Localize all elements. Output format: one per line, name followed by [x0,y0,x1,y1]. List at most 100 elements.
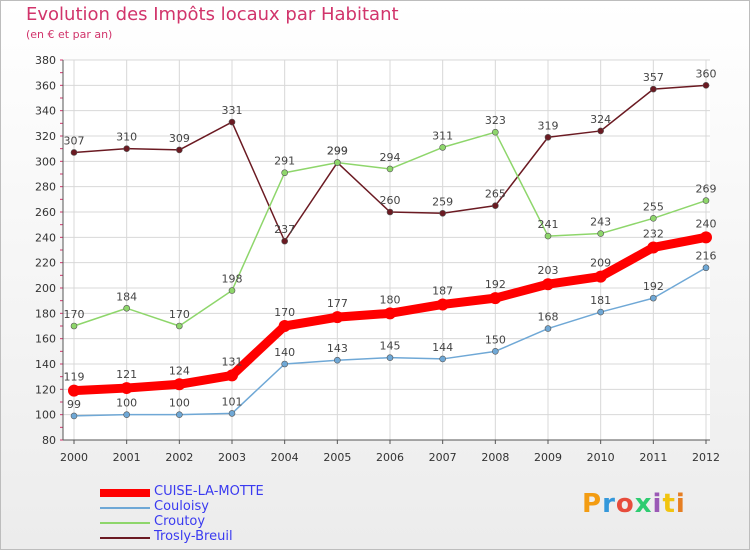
data-point [597,230,604,237]
data-point [386,208,394,216]
data-point [700,231,712,244]
data-label: 192 [485,278,506,291]
chart-data-labels: 307 310 309 331 237 299 260 259 265 319 324 357 360 1… [64,67,717,411]
x-tick-label: 2009 [534,451,562,464]
logo-letter: x [634,489,653,519]
data-point [278,320,291,332]
y-tick-label: 380 [35,54,56,67]
data-label: 124 [169,364,190,377]
data-label: 240 [696,217,717,230]
data-point [173,378,186,391]
data-point [68,384,80,397]
data-label: 170 [169,308,190,321]
data-point [334,356,341,364]
data-label: 357 [643,71,664,84]
data-label: 184 [116,290,137,303]
data-label: 291 [274,155,295,168]
data-label: 259 [432,195,453,208]
chart-axes: 80 100 120 140 160 180 200 220 240 260 280 300 320 34… [35,54,720,464]
data-label: 192 [643,280,664,293]
data-point [70,412,78,420]
chart-grid [63,59,710,441]
data-point [334,159,341,166]
data-label: 311 [432,129,453,142]
data-point [281,237,288,245]
x-tick-label: 2000 [60,451,88,464]
logo-letter: P [582,489,603,519]
y-tick-label: 260 [35,206,56,219]
y-tick-label: 240 [35,231,56,244]
x-tick-label: 2008 [481,451,509,464]
chart-title: Evolution des Impôts locaux par Habitant [26,4,399,25]
data-point [70,149,78,156]
data-point [544,232,552,240]
x-tick-label: 2011 [639,451,667,464]
data-label: 168 [538,311,559,324]
logo-letter: t [662,489,676,519]
y-tick-label: 80 [42,434,56,447]
y-tick-label: 360 [35,79,56,92]
data-label: 232 [643,227,664,240]
data-label: 131 [222,355,243,368]
data-point [594,270,607,283]
data-label: 140 [274,346,295,359]
data-point [439,355,446,363]
data-point [650,294,657,302]
data-label: 119 [64,371,85,384]
data-point [386,354,394,361]
x-tick-label: 2001 [113,451,141,464]
logo-letter: i [675,489,686,519]
y-tick-label: 100 [35,409,56,422]
data-label: 243 [590,216,611,229]
y-tick-label: 320 [35,130,56,143]
data-point [228,410,236,417]
y-tick-label: 340 [35,105,56,118]
legend-swatch [100,537,150,539]
data-point [650,85,657,93]
legend-swatch [100,522,150,524]
logo-letter: i [652,489,663,519]
data-label: 307 [64,134,85,147]
data-label: 237 [274,223,295,236]
legend-swatch [100,507,150,509]
x-tick-label: 2004 [271,451,299,464]
data-point [384,307,396,320]
data-label: 100 [116,397,137,410]
data-point [647,241,660,254]
data-label: 143 [327,342,348,355]
legend-label: Couloisy [154,499,209,514]
data-point [492,348,499,355]
data-label: 203 [538,264,559,277]
data-label: 299 [327,145,348,158]
data-point [542,278,554,291]
data-point [120,382,133,395]
data-point [331,311,344,324]
data-label: 145 [380,340,401,353]
data-label: 255 [643,200,664,213]
data-point [123,145,130,152]
data-label: 309 [169,132,190,145]
data-point [281,169,288,177]
data-point [436,298,449,311]
x-tick-label: 2012 [692,451,720,464]
logo-letter: o [615,489,635,519]
legend-label: Croutoy [154,514,206,529]
data-label: 100 [169,397,190,410]
data-label: 299 [327,145,348,158]
data-point [702,82,710,89]
data-point [544,325,552,332]
data-label: 170 [274,306,295,319]
x-tick-label: 2010 [587,451,615,464]
logo-letter: r [602,489,616,519]
data-label: 331 [222,104,243,117]
y-tick-label: 220 [35,257,56,270]
data-label: 324 [590,113,611,126]
data-point [544,133,552,141]
data-label: 269 [696,183,717,196]
data-point [702,197,710,204]
data-point [123,304,130,312]
data-label: 187 [432,284,453,297]
y-tick-label: 280 [35,181,56,194]
y-tick-label: 160 [35,333,56,346]
